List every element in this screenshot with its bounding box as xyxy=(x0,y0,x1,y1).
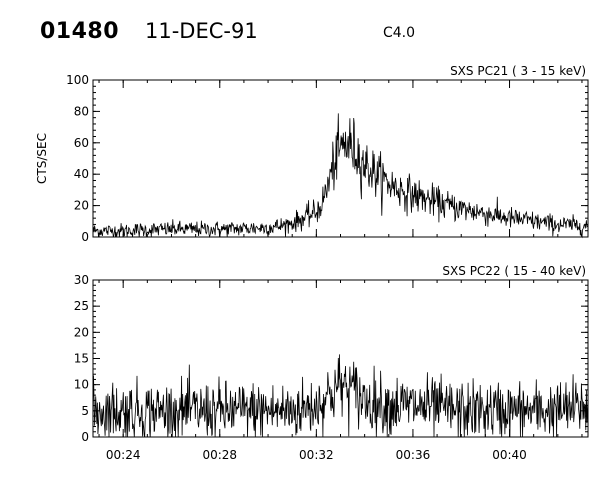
event-id: 01480 xyxy=(40,19,119,44)
panel-title: SXS PC22 ( 15 - 40 keV) xyxy=(442,264,586,278)
panel-pc22: SXS PC22 ( 15 - 40 keV) 0 5 10 15 20 25 30 00:24… xyxy=(74,264,589,462)
y-tick-label: 20 xyxy=(74,325,89,339)
panel-title: SXS PC21 ( 3 - 15 keV) xyxy=(450,64,586,78)
y-tick-label: 0 xyxy=(81,230,89,244)
x-tick-label: 00:28 xyxy=(202,448,237,462)
goes-class: C4.0 xyxy=(383,25,415,41)
x-tick-label: 00:32 xyxy=(299,448,334,462)
plot-frame xyxy=(92,79,589,238)
y-tick-label: 15 xyxy=(74,352,89,366)
y-tick-label: 10 xyxy=(74,378,89,392)
series-line xyxy=(92,113,589,239)
x-tick-label: 00:36 xyxy=(396,448,431,462)
y-axis-label: CTS/SEC xyxy=(35,133,49,184)
y-tick-label: 40 xyxy=(74,167,89,181)
y-tick-label: 80 xyxy=(74,104,89,118)
y-tick-label: 25 xyxy=(74,299,89,313)
y-tick-label: 5 xyxy=(81,404,89,418)
y-tick-label: 100 xyxy=(66,73,89,87)
panel-pc21: SXS PC21 ( 3 - 15 keV) 0 20 40 60 80 100 CTS/SE… xyxy=(35,64,589,244)
y-tick-label: 20 xyxy=(74,199,89,213)
y-tick-label: 30 xyxy=(74,273,89,287)
series-line xyxy=(92,354,589,438)
event-date: 11-DEC-91 xyxy=(145,19,258,43)
x-tick-label: 00:40 xyxy=(492,448,527,462)
y-tick-label: 60 xyxy=(74,136,89,150)
y-tick-label: 0 xyxy=(81,430,89,444)
x-tick-label: 00:24 xyxy=(106,448,141,462)
